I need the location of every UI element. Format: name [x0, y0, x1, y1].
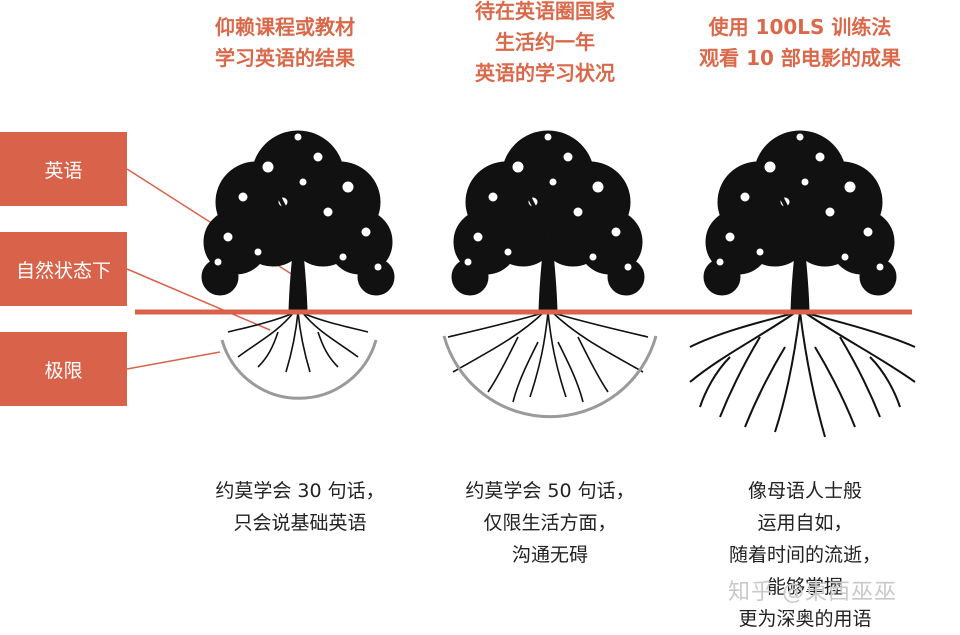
connector-natural	[126, 268, 271, 331]
label-limit: 极限	[0, 332, 127, 406]
tree-2	[447, 130, 649, 403]
tree-2-limit-arc	[442, 335, 658, 419]
column-2-heading: 待在英语圈国家 生活约一年 英语的学习状况	[475, 0, 615, 85]
column-3-heading: 使用 100LS 训练法 观看 10 部电影的成果	[699, 15, 901, 70]
tree-1	[201, 130, 395, 373]
label-english: 英语	[0, 132, 127, 206]
tree-1-limit-arc	[220, 339, 378, 400]
column-1-heading: 仰赖课程或教材 学习英语的结果	[215, 15, 355, 70]
tree-1-roots	[227, 311, 369, 373]
tree-2-roots	[447, 311, 649, 403]
connector-limit	[126, 351, 221, 370]
tree-3-roots	[689, 311, 916, 438]
column-1-caption: 约莫学会 30 句话， 只会说基础英语	[215, 480, 385, 534]
label-natural-state: 自然状态下	[0, 232, 127, 306]
tree-3	[689, 130, 916, 438]
column-2-caption: 约莫学会 50 句话， 仅限生活方面， 沟通无碍	[465, 480, 635, 566]
column-3-caption: 像母语人士般 运用自如， 随着时间的流逝， 能够掌握 更为深奥的用语	[728, 480, 881, 630]
zhihu-watermark: 知乎 @東西巫巫	[728, 580, 897, 605]
